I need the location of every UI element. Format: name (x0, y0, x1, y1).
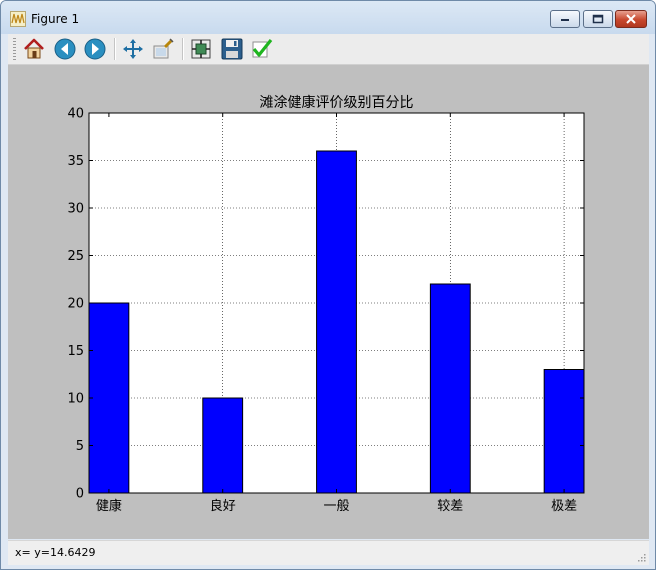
close-icon (626, 14, 636, 24)
bar-较差[interactable] (429, 283, 471, 494)
resize-grip-icon[interactable] (636, 552, 646, 562)
toolbar-grip[interactable] (13, 38, 16, 60)
edit-checkmark-icon[interactable] (250, 37, 274, 61)
minimize-button[interactable] (550, 10, 580, 28)
bar-健康[interactable] (88, 302, 130, 494)
toolbar-separator (114, 38, 116, 60)
bar-良好[interactable] (202, 397, 244, 494)
y-tick-label: 40 (67, 107, 84, 122)
pan-move-icon[interactable] (121, 37, 145, 61)
y-tick-label: 0 (76, 487, 84, 502)
status-bar: x= y=14.6429 (8, 540, 649, 565)
window-title: Figure 1 (31, 12, 80, 26)
x-tick-label: 健康 (96, 498, 122, 514)
y-tick-label: 15 (67, 344, 84, 359)
home-icon[interactable] (22, 37, 46, 61)
close-button[interactable] (615, 10, 647, 28)
forward-arrow-icon[interactable] (83, 37, 107, 61)
title-bar[interactable]: Figure 1 (1, 1, 655, 34)
matplotlib-app-icon (10, 11, 26, 27)
maximize-icon (592, 14, 604, 24)
bar-chart: 0 5 10 15 20 25 30 35 40 健康 良好 一般 较差 极差 滩涂健康评价级别百分比 (67, 94, 585, 514)
save-disk-icon[interactable] (220, 37, 244, 61)
x-tick-label: 良好 (210, 498, 236, 514)
y-tick-label: 25 (67, 249, 84, 264)
y-tick-label: 20 (67, 297, 84, 312)
y-tick-label: 10 (67, 392, 84, 407)
bar-一般[interactable] (316, 150, 357, 494)
toolbar-separator (182, 38, 184, 60)
y-tick-label: 30 (67, 202, 84, 217)
back-arrow-icon[interactable] (53, 37, 77, 61)
maximize-button[interactable] (583, 10, 613, 28)
y-tick-label: 5 (76, 439, 84, 454)
cursor-coordinates: x= y=14.6429 (15, 546, 96, 559)
minimize-icon (561, 19, 569, 21)
chart-title: 滩涂健康评价级别百分比 (260, 94, 414, 111)
bar-极差[interactable] (543, 369, 585, 494)
x-tick-label: 极差 (551, 499, 577, 514)
x-tick-label: 一般 (323, 498, 349, 514)
navigation-toolbar (8, 34, 649, 65)
y-tick-label: 35 (67, 154, 84, 169)
figure-canvas[interactable]: 0 5 10 15 20 25 30 35 40 健康 良好 一般 较差 极差 滩涂健康评价级别百分比 (8, 65, 649, 539)
subplots-config-icon[interactable] (189, 37, 213, 61)
x-tick-label: 较差 (437, 499, 463, 514)
zoom-rect-icon[interactable] (151, 37, 175, 61)
